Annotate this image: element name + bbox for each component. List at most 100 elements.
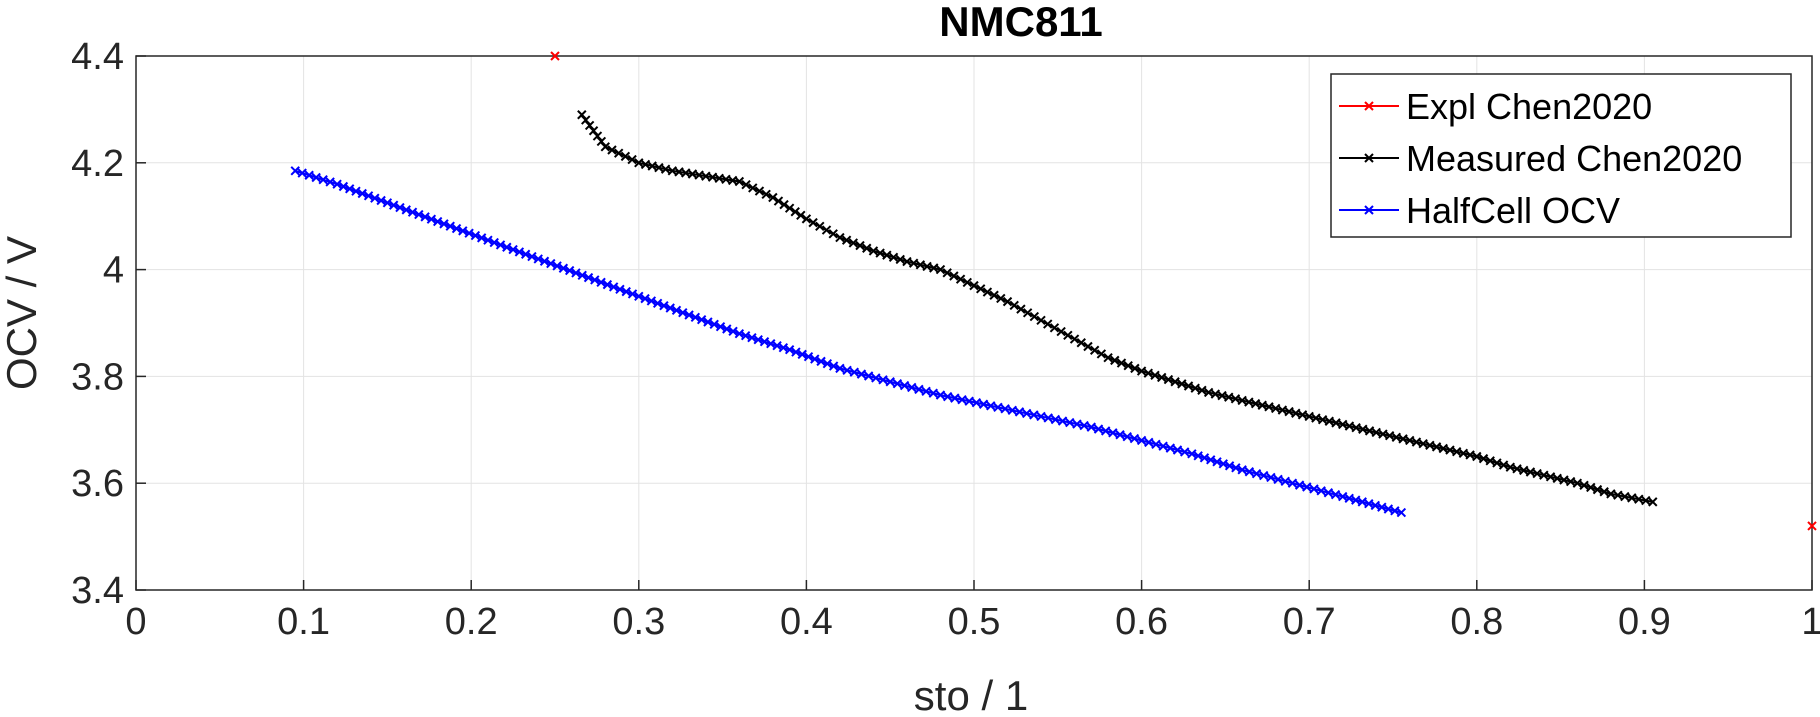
data-point <box>1183 381 1194 391</box>
data-point <box>659 300 669 311</box>
data-point <box>1383 504 1394 514</box>
data-point <box>445 221 455 231</box>
data-point <box>1158 441 1168 451</box>
axis-ticks: 0 0.1 0.2 0.3 0.4 0.5 0.6 0.7 0.8 0.9 1 3.4 3.6 3.8 4 4… <box>71 36 1820 643</box>
data-point <box>1057 416 1068 426</box>
data-point <box>652 298 663 309</box>
data-point <box>816 356 826 367</box>
data-point <box>1049 323 1060 333</box>
data-point <box>1172 445 1183 455</box>
data-point <box>1302 482 1312 492</box>
data-point <box>1177 379 1187 389</box>
data-point <box>420 212 430 222</box>
data-point <box>971 398 982 408</box>
data-point <box>969 280 979 291</box>
data-point <box>1197 385 1207 395</box>
data-point <box>871 373 881 383</box>
data-point <box>1552 473 1562 484</box>
data-point <box>828 361 839 371</box>
data-point <box>996 293 1006 304</box>
data-point <box>1079 420 1089 431</box>
data-point <box>734 176 745 187</box>
data-point <box>514 247 525 257</box>
data-point <box>748 183 758 193</box>
data-point <box>426 214 437 224</box>
data-point <box>1029 311 1040 322</box>
data-point <box>950 393 960 403</box>
data-point <box>863 371 874 381</box>
data-point <box>1257 400 1267 410</box>
data-point <box>868 246 879 256</box>
data-point <box>1294 480 1305 490</box>
data-point <box>862 243 872 253</box>
data-point <box>690 312 701 323</box>
data-point <box>620 151 631 162</box>
x-tick-label: 0.6 <box>1115 601 1168 643</box>
data-point <box>768 192 778 203</box>
data-point <box>1203 387 1214 398</box>
data-point <box>892 378 903 389</box>
data-point <box>821 225 832 235</box>
data-point <box>759 336 770 347</box>
data-point <box>885 377 895 387</box>
data-point <box>602 279 613 290</box>
data-point <box>1021 408 1032 419</box>
legend-label: HalfCell OCV <box>1406 190 1620 231</box>
data-point <box>1036 411 1046 422</box>
data-point <box>596 277 606 287</box>
data-point <box>583 272 594 283</box>
data-point <box>290 166 300 176</box>
data-point <box>1086 422 1097 432</box>
data-point <box>338 181 349 192</box>
data-point <box>784 344 795 355</box>
data-point <box>539 256 550 266</box>
data-point <box>1083 341 1093 352</box>
data-point <box>1485 456 1495 466</box>
data-point <box>921 386 931 396</box>
data-point <box>922 261 932 272</box>
data-point <box>1287 478 1298 488</box>
data-point <box>1478 453 1489 464</box>
data-point <box>1311 413 1321 423</box>
data-point <box>942 268 952 278</box>
y-tick-label: 3.8 <box>71 356 124 398</box>
data-point <box>1284 406 1294 417</box>
data-point <box>1331 418 1341 428</box>
data-point <box>929 263 939 273</box>
data-point <box>1358 424 1368 434</box>
data-point <box>634 291 644 302</box>
data-point <box>1165 443 1176 453</box>
data-point <box>571 268 581 278</box>
data-point <box>1050 414 1061 425</box>
data-point <box>592 131 603 141</box>
data-point <box>577 110 587 120</box>
data-point <box>841 235 852 245</box>
data-point <box>1250 398 1261 409</box>
data-point <box>734 328 745 339</box>
data-point <box>458 226 468 236</box>
data-point <box>1072 419 1082 429</box>
data-point <box>1519 465 1529 476</box>
x-tick-label: 0.2 <box>445 601 498 643</box>
data-point <box>588 126 599 136</box>
data-point <box>596 136 607 147</box>
data-point <box>464 228 474 238</box>
data-point <box>1150 370 1160 381</box>
data-point <box>1405 435 1415 446</box>
data-point <box>627 289 638 299</box>
data-point <box>1063 330 1073 340</box>
data-point <box>564 265 575 276</box>
data-point <box>1418 438 1428 449</box>
data-point <box>1338 419 1348 430</box>
data-point <box>842 365 852 376</box>
data-point <box>902 256 912 267</box>
data-point <box>1122 431 1132 442</box>
x-axis-label: sto / 1 <box>914 672 1028 717</box>
data-point <box>1391 432 1402 442</box>
data-point <box>1259 470 1269 481</box>
data-point <box>357 188 367 199</box>
data-point <box>363 191 374 201</box>
data-point <box>778 342 789 353</box>
y-tick-label: 4.2 <box>71 143 124 185</box>
